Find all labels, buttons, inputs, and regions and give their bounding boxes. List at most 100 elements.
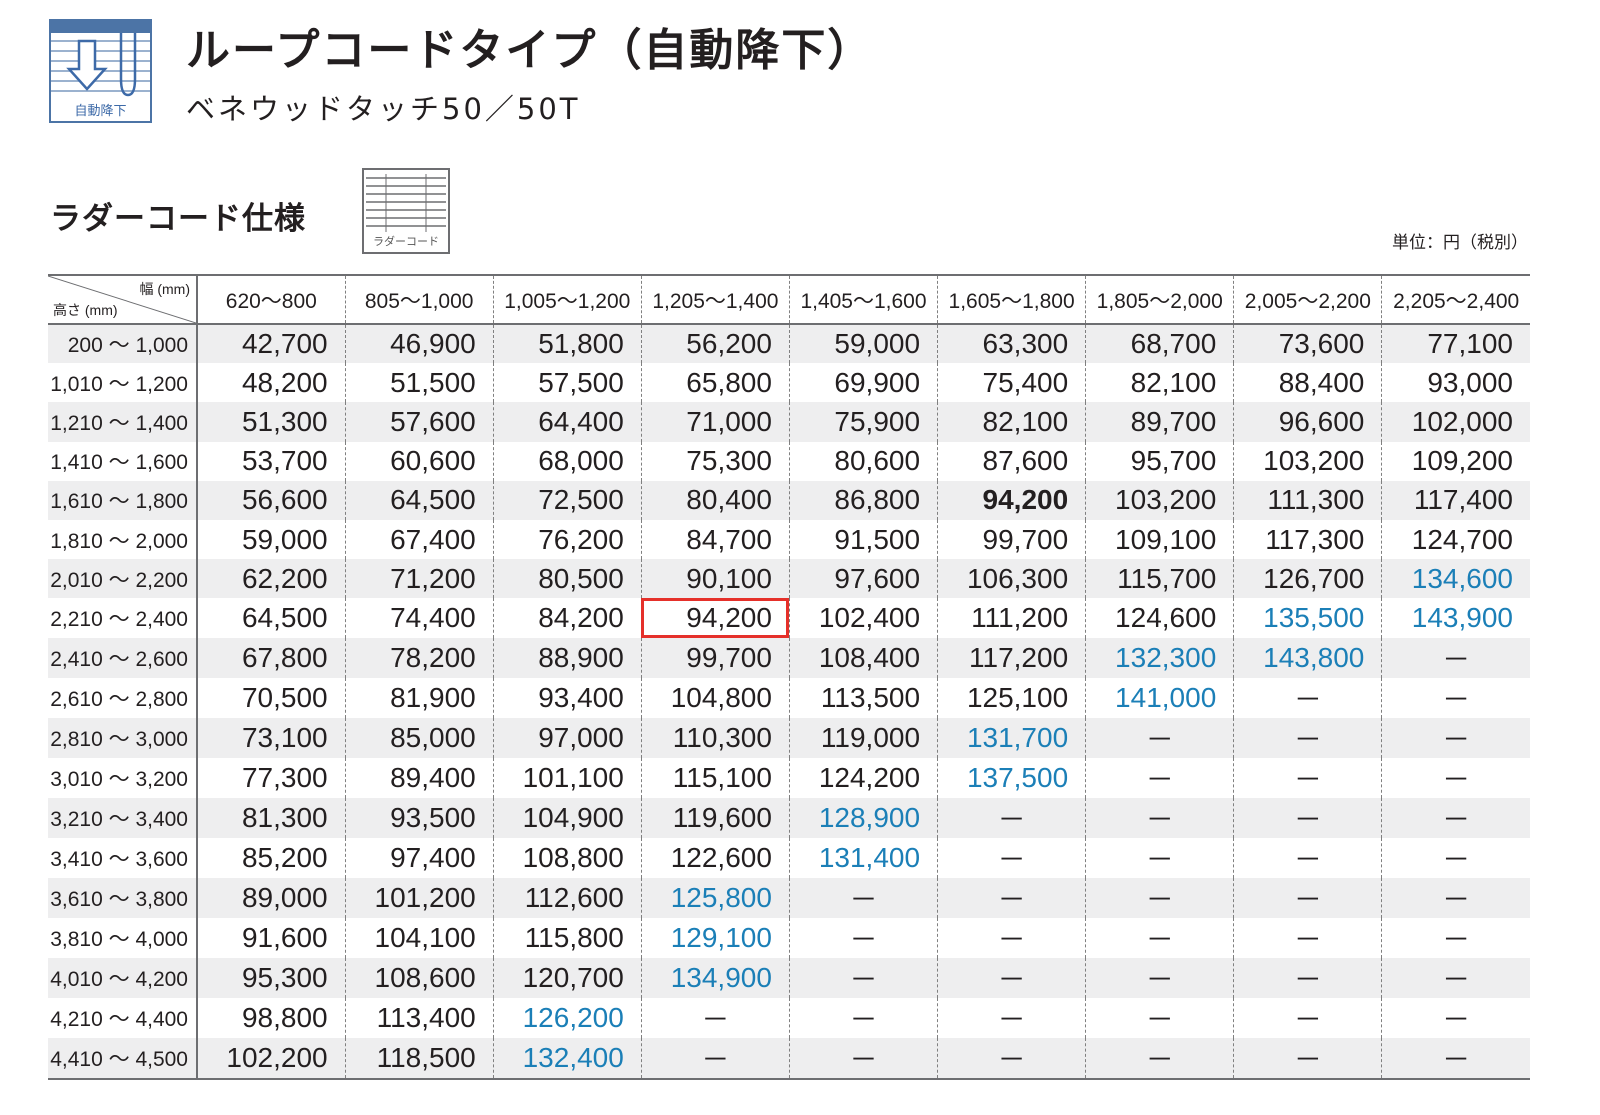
price-cell: － — [1233, 957, 1382, 998]
price-cell: － — [640, 997, 790, 1038]
price-cell: － — [1085, 957, 1234, 998]
price-cell: 95,700 — [1085, 441, 1234, 481]
height-row-label: 3,010 ～ 3,200 — [48, 757, 198, 798]
price-cell: 111,300 — [1233, 480, 1382, 520]
price-cell: 135,500 — [1233, 598, 1382, 638]
price-cell: － — [937, 1037, 1086, 1079]
price-cell: － — [1233, 877, 1382, 918]
price-cell: 93,400 — [492, 677, 642, 718]
price-cell: 78,200 — [344, 637, 494, 678]
price-cell: － — [937, 797, 1086, 838]
height-row-label: 3,410 ～ 3,600 — [48, 837, 198, 878]
price-cell: 143,900 — [1381, 598, 1530, 638]
height-row-label: 3,610 ～ 3,800 — [48, 877, 198, 918]
price-cell: 103,200 — [1233, 441, 1382, 481]
price-cell: 131,700 — [937, 717, 1086, 758]
table-row: 1,610 ～ 1,800 56,600 64,500 72,500 80,400 86,… — [48, 480, 1530, 520]
table-row: 1,010 ～ 1,200 48,200 51,500 57,500 65,800 69,… — [48, 363, 1530, 403]
price-cell: 77,100 — [1381, 324, 1530, 364]
price-cell: 137,500 — [937, 757, 1086, 798]
unit-note: 単位：円（税別） — [1392, 233, 1528, 253]
height-row-label: 3,810 ～ 4,000 — [48, 917, 198, 958]
price-cell: 113,400 — [344, 997, 494, 1038]
price-cell: － — [1085, 757, 1234, 798]
price-cell: 88,900 — [492, 637, 642, 678]
height-row-label: 1,210 ～ 1,400 — [48, 402, 198, 442]
price-cell: 88,400 — [1233, 363, 1382, 403]
page-subtitle: ベネウッドタッチ50／50T — [186, 92, 581, 126]
price-cell: 122,600 — [640, 837, 790, 878]
price-cell: － — [1381, 637, 1530, 678]
price-cell: 56,200 — [640, 324, 790, 364]
price-cell: 91,600 — [196, 917, 346, 958]
price-cell: 72,500 — [492, 480, 642, 520]
price-cell: 74,400 — [344, 598, 494, 638]
price-cell: － — [1233, 837, 1382, 878]
price-cell: － — [1233, 717, 1382, 758]
height-row-label: 1,810 ～ 2,000 — [48, 519, 198, 560]
width-column-header: 1,405～1,600 — [788, 275, 938, 324]
corner-diagonal — [48, 276, 196, 323]
table-row: 2,410 ～ 2,600 67,800 78,200 88,900 99,700 108… — [48, 637, 1530, 678]
price-cell: 111,200 — [937, 598, 1086, 638]
price-cell: 96,600 — [1233, 402, 1382, 442]
price-cell: － — [1381, 957, 1530, 998]
price-cell: 51,500 — [344, 363, 494, 403]
price-cell: － — [1381, 917, 1530, 958]
price-cell: 99,700 — [937, 519, 1086, 560]
price-cell: 67,800 — [196, 637, 346, 678]
price-cell: － — [1381, 717, 1530, 758]
price-cell: 98,800 — [196, 997, 346, 1038]
table-row: 3,810 ～ 4,000 91,600 104,100 115,800 129,100… — [48, 917, 1530, 958]
height-row-label: 2,210 ～ 2,400 — [48, 598, 198, 638]
width-column-header: 805～1,000 — [344, 275, 494, 324]
price-cell: － — [1085, 717, 1234, 758]
price-cell: 80,600 — [788, 441, 938, 481]
price-cell: 93,500 — [344, 797, 494, 838]
price-cell: 102,000 — [1381, 402, 1530, 442]
price-cell: 101,100 — [492, 757, 642, 798]
price-cell: 97,000 — [492, 717, 642, 758]
price-cell: － — [1233, 917, 1382, 958]
width-column-header: 2,205～2,400 — [1381, 275, 1530, 324]
table-row: 1,410 ～ 1,600 53,700 60,600 68,000 75,300 80,… — [48, 441, 1530, 481]
price-cell: 63,300 — [937, 324, 1086, 364]
price-cell: 104,800 — [640, 677, 790, 718]
price-cell: 57,500 — [492, 363, 642, 403]
price-cell: － — [1233, 1037, 1382, 1079]
price-cell: 115,800 — [492, 917, 642, 958]
price-cell: － — [1381, 837, 1530, 878]
price-cell: 115,700 — [1085, 559, 1234, 599]
price-cell: － — [1381, 997, 1530, 1038]
price-cell: 134,600 — [1381, 559, 1530, 599]
price-cell: 97,400 — [344, 837, 494, 878]
price-cell: 85,200 — [196, 837, 346, 878]
price-cell: 103,200 — [1085, 480, 1234, 520]
height-row-label: 1,010 ～ 1,200 — [48, 363, 198, 403]
table-row: 1,810 ～ 2,000 59,000 67,400 76,200 84,700 91,… — [48, 519, 1530, 560]
table-row: 3,010 ～ 3,200 77,300 89,400 101,100 115,100 1… — [48, 757, 1530, 798]
table-row: 2,610 ～ 2,800 70,500 81,900 93,400 104,800 11… — [48, 677, 1530, 718]
price-cell: 132,400 — [492, 1037, 642, 1079]
price-cell: － — [1381, 1037, 1530, 1079]
price-cell: 89,000 — [196, 877, 346, 918]
width-column-header: 1,205～1,400 — [640, 275, 790, 324]
price-cell: 132,300 — [1085, 637, 1234, 678]
price-cell: 69,900 — [788, 363, 938, 403]
price-cell: 71,000 — [640, 402, 790, 442]
price-cell: － — [937, 837, 1086, 878]
price-cell: 81,300 — [196, 797, 346, 838]
section-title: ラダーコード仕様 — [50, 201, 306, 237]
price-cell: － — [1085, 797, 1234, 838]
price-cell: 59,000 — [788, 324, 938, 364]
price-cell: － — [1381, 757, 1530, 798]
price-cell: 93,000 — [1381, 363, 1530, 403]
price-cell: 104,100 — [344, 917, 494, 958]
price-cell: 110,300 — [640, 717, 790, 758]
price-cell: － — [1233, 757, 1382, 798]
price-cell: 108,400 — [788, 637, 938, 678]
height-row-label: 2,610 ～ 2,800 — [48, 677, 198, 718]
price-cell: 89,400 — [344, 757, 494, 798]
height-row-label: 200 ～ 1,000 — [48, 324, 198, 364]
price-cell: 106,300 — [937, 559, 1086, 599]
